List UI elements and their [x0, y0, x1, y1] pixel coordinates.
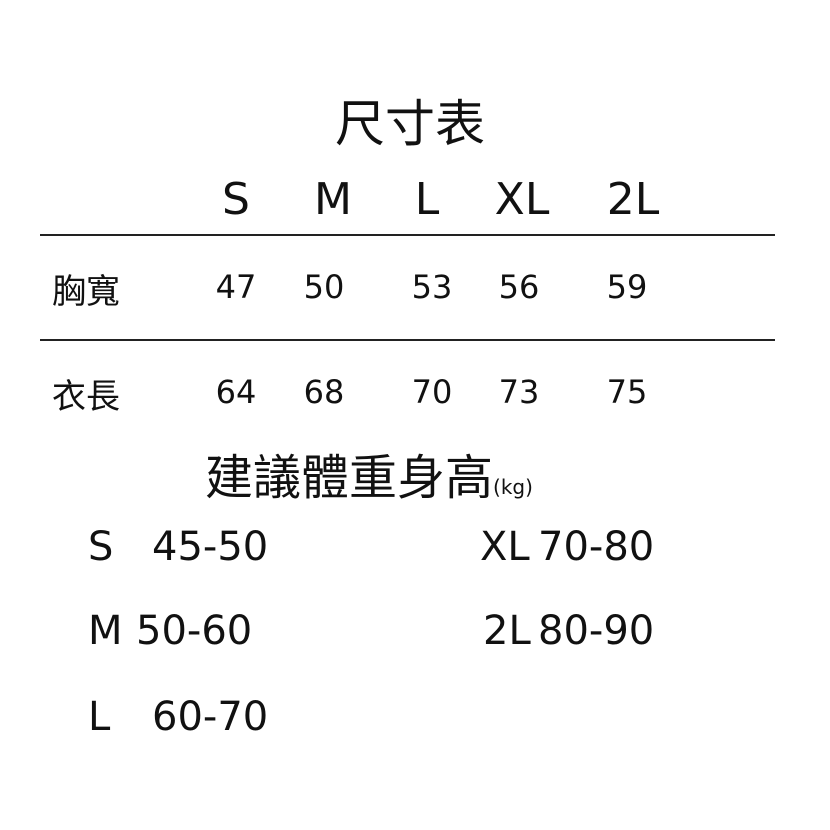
row-label-length: 衣長: [52, 377, 120, 417]
weight-size-s: S: [88, 524, 114, 570]
divider: [40, 234, 775, 236]
weight-size-l: L: [88, 694, 111, 740]
weight-size-m: M: [88, 608, 123, 654]
size-header-2l: 2L: [606, 174, 660, 225]
weight-range-xl: 70-80: [538, 524, 655, 570]
size-header-m: M: [314, 174, 352, 225]
table-cell: 59: [606, 268, 648, 306]
weight-range-m: 50-60: [136, 608, 253, 654]
row-label-chest: 胸寬: [52, 272, 120, 312]
weight-range-s: 45-50: [152, 524, 269, 570]
table-cell: 50: [303, 268, 345, 306]
table-cell: 70: [411, 373, 453, 411]
size-header-s: S: [222, 174, 250, 225]
weight-range-l: 60-70: [152, 694, 269, 740]
weight-section-title: 建議體重身高(kg): [205, 438, 533, 508]
table-cell: 53: [411, 268, 453, 306]
table-cell: 73: [498, 373, 540, 411]
weight-unit: (kg): [493, 475, 533, 499]
table-cell: 64: [215, 373, 257, 411]
weight-title: 建議體重身高: [205, 450, 494, 506]
page-title: 尺寸表: [335, 95, 485, 153]
table-cell: 68: [303, 373, 345, 411]
table-cell: 75: [606, 373, 648, 411]
divider: [40, 339, 775, 341]
weight-size-2l: 2L: [483, 608, 531, 654]
size-header-xl: XL: [494, 174, 550, 225]
size-header-l: L: [414, 174, 440, 225]
table-cell: 47: [215, 268, 257, 306]
weight-range-2l: 80-90: [538, 608, 655, 654]
table-cell: 56: [498, 268, 540, 306]
weight-size-xl: XL: [480, 524, 530, 570]
